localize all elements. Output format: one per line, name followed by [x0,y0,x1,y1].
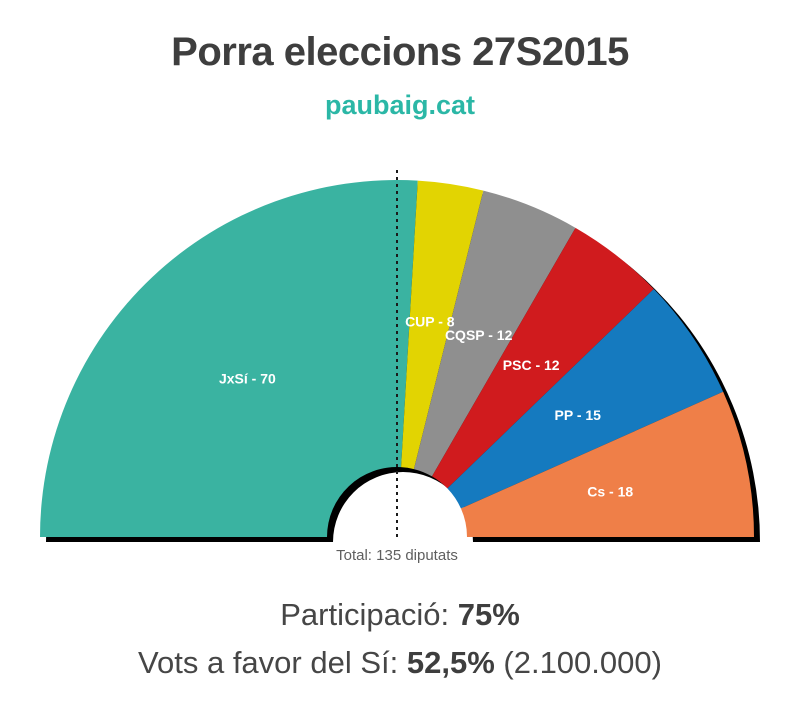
votes-label: Vots a favor del Sí: [138,645,399,680]
total-seats-label: Total: 135 diputats [336,547,458,564]
votes-value: 52,5% [406,645,495,680]
segment-label-cqsp: CQSP - 12 [445,327,513,343]
segment-label-jxsi: JxSí - 70 [219,370,276,386]
segment-cqsp [413,190,576,477]
chart-segments [40,180,754,537]
votes-note: (2.100.000) [503,645,662,680]
votes-line: Vots a favor del Sí: 52,5% (2.100.000) [0,645,800,681]
participation-label: Participació: [280,597,450,632]
segment-label-pp: PP - 15 [555,407,602,423]
segment-pp [447,289,724,509]
site-subtitle: paubaig.cat [324,90,476,120]
segment-label-psc: PSC - 12 [503,357,560,373]
segment-psc [432,227,654,489]
segment-cup [401,180,484,470]
participation-line: Participació: 75% [0,597,800,633]
segment-label-cs: Cs - 18 [587,484,633,500]
page-title: Porra eleccions 27S2015 [171,30,629,74]
segment-cs [460,391,754,537]
participation-value: 75% [457,597,520,632]
segment-label-cup: CUP - 8 [405,313,455,329]
segment-jxsi [40,180,418,537]
